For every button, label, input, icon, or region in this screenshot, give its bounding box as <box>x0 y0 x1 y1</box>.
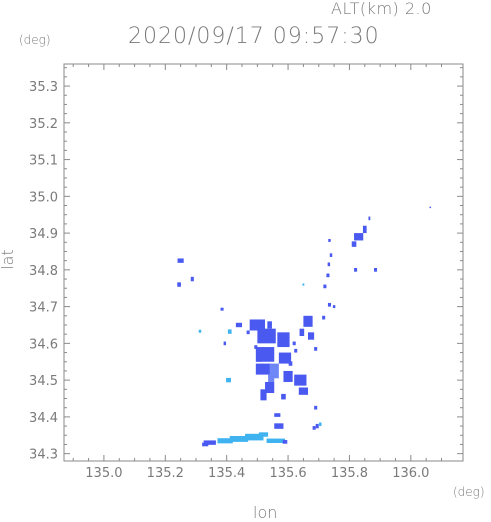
echo-cell <box>257 328 276 344</box>
echo-cell <box>274 423 284 429</box>
echo-cell <box>314 347 318 351</box>
y-tick-label: 34.8 <box>29 264 58 279</box>
echo-cell <box>315 423 319 429</box>
x-axis-label: lon <box>253 503 278 522</box>
echo-cell <box>354 233 364 241</box>
echo-cell <box>327 302 332 307</box>
echo-cell <box>303 315 313 327</box>
echo-cell <box>314 405 318 410</box>
echo-cell <box>177 282 181 287</box>
echo-cell <box>266 438 285 443</box>
y-tick-label: 35.3 <box>29 80 58 95</box>
y-tick-label: 34.7 <box>29 301 58 316</box>
y-tick-label: 34.4 <box>29 411 58 426</box>
echo-cell <box>298 387 309 395</box>
echo-cell <box>198 329 202 333</box>
echo-cell <box>202 442 209 447</box>
y-tick-label: 35.1 <box>29 154 58 169</box>
echo-cell <box>362 225 367 234</box>
echo-cell <box>235 322 243 328</box>
echo-cell <box>256 354 262 362</box>
echo-cell <box>258 432 269 437</box>
y-tick-label: 34.3 <box>29 448 58 463</box>
echo-cell <box>299 328 305 337</box>
y-tick-label: 35.2 <box>29 117 58 132</box>
echo-cell <box>260 389 267 401</box>
x-tick-label: 135.8 <box>331 466 368 481</box>
echo-cell <box>269 363 279 379</box>
echo-cell <box>283 370 293 382</box>
y-tick-label: 34.5 <box>29 374 58 389</box>
echo-cell <box>319 422 322 427</box>
echo-cell <box>323 284 327 289</box>
y-tick-label: 35.0 <box>29 190 58 205</box>
x-tick-label: 135.0 <box>85 466 122 481</box>
echo-cell <box>220 307 224 311</box>
echo-cell <box>245 433 264 441</box>
x-axis-unit: (deg) <box>453 485 485 499</box>
echo-cell <box>282 440 288 444</box>
echo-cell <box>294 374 307 386</box>
echo-cell <box>249 319 266 331</box>
x-tick-label: 135.4 <box>208 466 245 481</box>
echo-cell <box>226 377 231 383</box>
echo-cell <box>190 276 194 282</box>
echo-cell <box>312 426 316 430</box>
x-tick-label: 136.0 <box>392 466 429 481</box>
echo-cell <box>326 273 330 278</box>
y-tick-label: 34.9 <box>29 227 58 242</box>
echo-cell <box>246 330 250 335</box>
echo-cell <box>223 341 227 346</box>
x-tick-label: 135.2 <box>147 466 184 481</box>
echo-cell <box>281 393 286 400</box>
echo-cell <box>327 262 331 267</box>
y-tick-label: 34.6 <box>29 337 58 352</box>
timestamp-title: 2020/09/17 09:57:30 <box>128 24 380 49</box>
echo-cell <box>277 332 290 348</box>
echo-cell <box>255 363 272 375</box>
echo-cell <box>328 238 331 242</box>
echo-cell <box>351 241 357 247</box>
y-axis-unit: (deg) <box>19 33 51 47</box>
plot-frame <box>63 63 464 462</box>
echo-cell <box>429 206 432 209</box>
echo-cell <box>227 329 232 334</box>
echo-cell <box>294 348 298 353</box>
echo-cell <box>267 321 272 329</box>
echo-cell <box>288 361 293 366</box>
echo-cell <box>332 305 336 309</box>
x-tick-label: 135.6 <box>269 466 306 481</box>
echo-cell <box>217 438 233 444</box>
altitude-label: ALT(km) 2.0 <box>331 0 432 18</box>
echo-cell <box>329 253 333 257</box>
echo-cell <box>268 374 275 382</box>
echo-cell <box>254 345 258 349</box>
echo-cell <box>265 381 275 393</box>
echo-cell <box>322 315 326 320</box>
echo-cell <box>373 268 378 272</box>
echo-cell <box>203 440 216 445</box>
echo-cell <box>308 332 315 340</box>
echo-cell <box>354 268 358 272</box>
echo-cell <box>292 341 296 346</box>
echo-cell <box>368 216 371 221</box>
echo-cell <box>177 258 184 263</box>
echo-cell <box>302 283 305 286</box>
echo-cell <box>274 413 281 417</box>
echo-cell <box>278 352 292 364</box>
echo-cell <box>229 436 249 442</box>
